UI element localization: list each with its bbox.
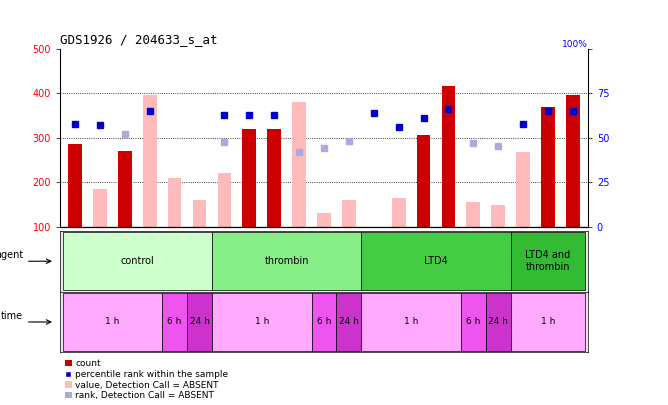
Bar	[342, 200, 356, 227]
Bar	[292, 102, 306, 227]
Bar	[361, 293, 461, 351]
Bar	[218, 173, 231, 227]
Text: GDS1926 / 204633_s_at: GDS1926 / 204633_s_at	[60, 33, 218, 46]
Bar	[492, 205, 505, 227]
Text: 24 h: 24 h	[339, 318, 359, 326]
Bar	[417, 136, 430, 227]
Text: 1 h: 1 h	[541, 318, 555, 326]
Bar	[466, 202, 480, 227]
Text: 24 h: 24 h	[488, 318, 508, 326]
Bar	[168, 178, 182, 227]
Bar	[118, 151, 132, 227]
Text: 1 h: 1 h	[105, 318, 120, 326]
Text: 1 h: 1 h	[404, 318, 418, 326]
Text: time: time	[1, 311, 23, 321]
Bar	[486, 293, 510, 351]
Bar	[267, 129, 281, 227]
Bar	[317, 213, 331, 227]
Bar	[242, 129, 256, 227]
Bar	[68, 145, 82, 227]
Bar	[311, 293, 337, 351]
Bar	[516, 152, 530, 227]
Bar	[212, 293, 311, 351]
Text: LTD4 and
thrombin: LTD4 and thrombin	[526, 250, 570, 272]
Bar	[510, 232, 585, 290]
Bar	[63, 232, 212, 290]
Text: 6 h: 6 h	[466, 318, 480, 326]
Bar	[63, 293, 162, 351]
Bar	[442, 86, 456, 227]
Bar	[361, 232, 510, 290]
Bar	[187, 293, 212, 351]
Text: 6 h: 6 h	[168, 318, 182, 326]
Bar	[143, 96, 156, 227]
Bar	[541, 107, 555, 227]
Bar	[566, 96, 580, 227]
Text: agent: agent	[0, 250, 23, 260]
Bar	[392, 198, 405, 227]
Bar	[510, 293, 585, 351]
Text: 6 h: 6 h	[317, 318, 331, 326]
Bar	[337, 293, 361, 351]
Text: 24 h: 24 h	[190, 318, 210, 326]
Bar	[192, 200, 206, 227]
Bar	[461, 293, 486, 351]
Text: 1 h: 1 h	[255, 318, 269, 326]
Bar	[212, 232, 361, 290]
Bar	[93, 189, 107, 227]
Text: 100%: 100%	[562, 40, 588, 49]
Text: LTD4: LTD4	[424, 256, 448, 266]
Text: control: control	[120, 256, 154, 266]
Bar	[162, 293, 187, 351]
Text: thrombin: thrombin	[265, 256, 309, 266]
Legend: count, percentile rank within the sample, value, Detection Call = ABSENT, rank, : count, percentile rank within the sample…	[65, 359, 228, 401]
